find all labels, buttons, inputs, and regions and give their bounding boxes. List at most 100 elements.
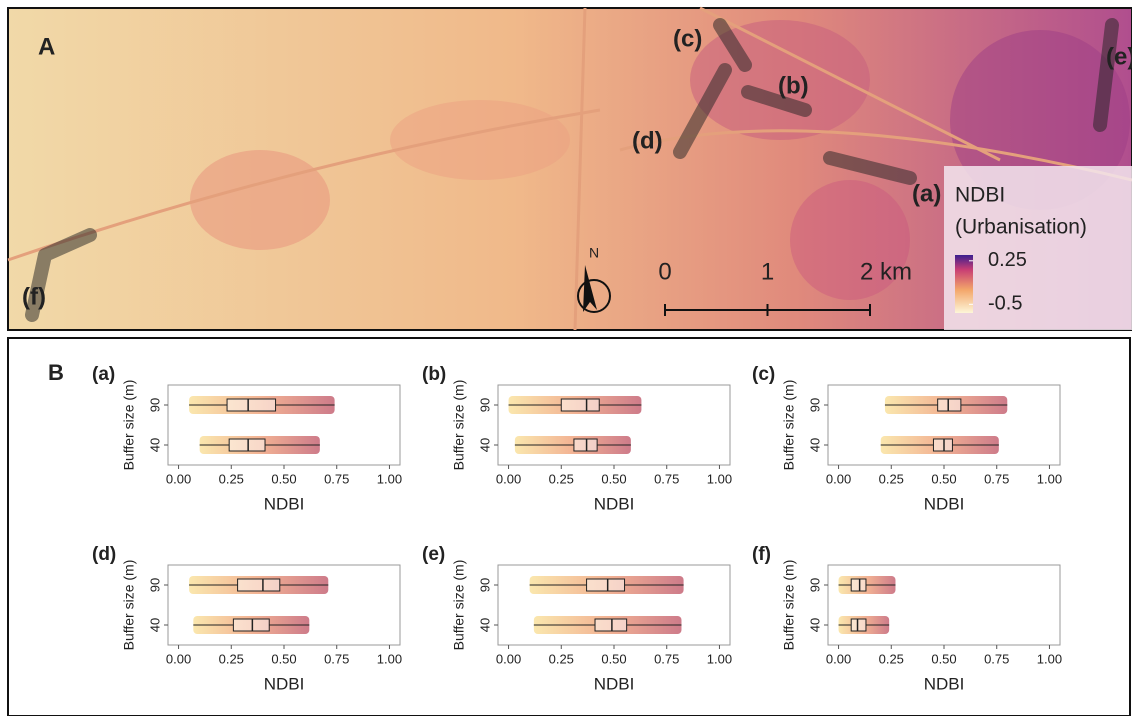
- x-tick-label: 1.00: [1037, 651, 1062, 666]
- x-tick-label: 0.75: [984, 471, 1009, 486]
- box: [594, 618, 628, 632]
- y-tick-label: 40: [477, 618, 492, 632]
- panel-label: (b): [422, 364, 446, 385]
- y-tick-label: 40: [477, 438, 492, 452]
- legend-subtitle: (Urbanisation): [955, 216, 1087, 239]
- site-label: (a): [912, 180, 941, 207]
- x-tick-label: 1.00: [377, 471, 402, 486]
- x-tick-label: 0.75: [654, 471, 679, 486]
- x-tick-label: 0.50: [601, 471, 626, 486]
- box: [228, 438, 266, 452]
- y-tick-label: 40: [807, 618, 822, 632]
- x-tick-label: 0.50: [931, 471, 956, 486]
- panel-label: (c): [752, 364, 775, 385]
- x-tick-label: 0.50: [931, 651, 956, 666]
- urban-patch: [790, 180, 910, 300]
- legend-tick-label: -0.5: [988, 293, 1022, 315]
- box: [586, 578, 626, 592]
- x-tick-label: 0.75: [324, 471, 349, 486]
- x-tick-label: 0.75: [324, 651, 349, 666]
- x-axis-label: NDBI: [594, 494, 635, 513]
- road: [7, 6, 1132, 331]
- panel-label: (d): [92, 544, 116, 565]
- x-tick-label: 0.50: [601, 651, 626, 666]
- legend-box: [944, 166, 1132, 330]
- y-axis-label: Buffer size (m): [781, 560, 797, 651]
- box: [850, 578, 867, 592]
- panel-label: A: [38, 33, 55, 60]
- urban-patch: [390, 100, 570, 180]
- box: [850, 618, 867, 632]
- legend-title: NDBI: [955, 184, 1005, 207]
- north-label: N: [589, 245, 599, 261]
- box: [573, 438, 598, 452]
- x-tick-label: 0.00: [496, 651, 521, 666]
- box: [232, 618, 270, 632]
- box: [226, 398, 277, 412]
- panel-label: B: [48, 360, 64, 385]
- x-axis-label: NDBI: [924, 674, 965, 693]
- y-tick-label: 90: [147, 398, 162, 412]
- site-label: (b): [778, 72, 809, 99]
- x-tick-label: 1.00: [377, 651, 402, 666]
- x-tick-label: 0.50: [271, 651, 296, 666]
- scale-label: 1: [761, 258, 774, 285]
- north-circle: [577, 279, 611, 313]
- box: [932, 438, 953, 452]
- site-label: (c): [673, 25, 702, 52]
- y-axis-label: Buffer size (m): [781, 380, 797, 471]
- x-axis-label: NDBI: [924, 494, 965, 513]
- y-axis-label: Buffer size (m): [451, 380, 467, 471]
- urban-patch: [190, 150, 330, 250]
- x-tick-label: 0.00: [166, 471, 191, 486]
- x-tick-label: 1.00: [1037, 471, 1062, 486]
- urban-patch: [950, 30, 1130, 210]
- x-tick-label: 0.25: [879, 651, 904, 666]
- panel-label: (f): [752, 544, 771, 565]
- scale-label: 2 km: [860, 258, 912, 285]
- site-outlines: [25, 18, 1119, 322]
- north-arrow: [583, 265, 597, 312]
- y-axis-label: Buffer size (m): [121, 380, 137, 471]
- box: [237, 578, 281, 592]
- x-tick-label: 0.00: [496, 471, 521, 486]
- x-tick-label: 0.00: [826, 651, 851, 666]
- x-tick-label: 1.00: [707, 471, 732, 486]
- y-tick-label: 90: [477, 578, 492, 592]
- x-axis-label: NDBI: [594, 674, 635, 693]
- panel-label: (a): [92, 364, 115, 385]
- x-tick-label: 1.00: [707, 651, 732, 666]
- panel-b-border: [7, 337, 1131, 716]
- x-tick-label: 0.50: [271, 471, 296, 486]
- y-tick-label: 40: [147, 438, 162, 452]
- y-tick-label: 90: [147, 578, 162, 592]
- x-tick-label: 0.25: [219, 651, 244, 666]
- box: [937, 398, 962, 412]
- x-tick-label: 0.25: [219, 471, 244, 486]
- legend-colorbar: [955, 255, 973, 313]
- scale-label: 0: [658, 258, 671, 285]
- y-axis-label: Buffer size (m): [121, 560, 137, 651]
- x-tick-label: 0.25: [549, 471, 574, 486]
- x-tick-label: 0.25: [549, 651, 574, 666]
- y-tick-label: 40: [147, 618, 162, 632]
- y-tick-label: 40: [807, 438, 822, 452]
- site-label: (d): [632, 127, 663, 154]
- box: [560, 398, 600, 412]
- map-panel: [7, 6, 1132, 331]
- x-tick-label: 0.75: [654, 651, 679, 666]
- site-label: (f): [22, 283, 46, 310]
- x-axis-label: NDBI: [264, 674, 305, 693]
- y-tick-label: 90: [807, 578, 822, 592]
- x-tick-label: 0.25: [879, 471, 904, 486]
- panel-label: (e): [422, 544, 445, 565]
- legend-tick-label: 0.25: [988, 249, 1027, 271]
- x-tick-label: 0.00: [166, 651, 191, 666]
- site-label: (e): [1106, 43, 1132, 70]
- y-axis-label: Buffer size (m): [451, 560, 467, 651]
- y-tick-label: 90: [477, 398, 492, 412]
- y-tick-label: 90: [807, 398, 822, 412]
- x-axis-label: NDBI: [264, 494, 305, 513]
